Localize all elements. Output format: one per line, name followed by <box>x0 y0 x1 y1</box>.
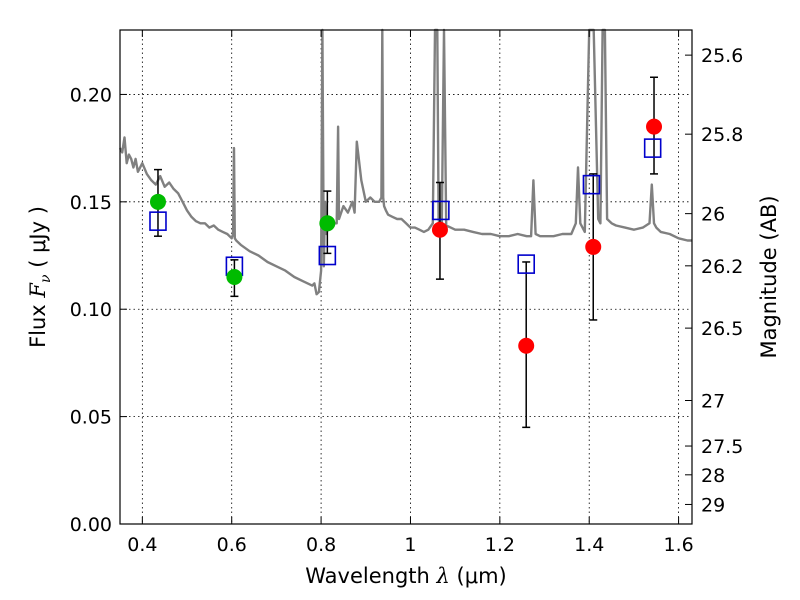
y2-tick-label: 26 <box>701 204 725 226</box>
data-points-layer <box>149 118 663 354</box>
red-data-point <box>518 337 535 354</box>
axis-tick-labels: 0.4 0.6 0.8 1 1.2 1.4 1.6 0.00 0.05 0.10 0.15 0.20 2… <box>70 45 744 556</box>
green-data-point <box>149 193 166 210</box>
x-tick-label: 0.8 <box>306 534 336 556</box>
y-tick-label: 0.00 <box>70 514 112 536</box>
y-axis-title: Flux Fν ( μJy ) <box>26 206 54 348</box>
red-data-point <box>431 221 448 238</box>
model-photometry-square <box>582 174 601 195</box>
y2-tick-label: 26.2 <box>701 256 743 278</box>
y-tick-label: 0.20 <box>70 84 112 106</box>
y2-tick-label: 28 <box>701 465 725 487</box>
x-tick-label: 1.6 <box>663 534 693 556</box>
red-data-point <box>585 238 602 255</box>
y-tick-label: 0.15 <box>70 192 112 214</box>
model-photometry-square <box>149 211 167 231</box>
x-tick-label: 1.2 <box>485 534 515 556</box>
y-tick-label: 0.10 <box>70 299 112 321</box>
model-photometry-square <box>432 200 450 221</box>
y2-tick-label: 25.6 <box>701 45 743 67</box>
x-tick-label: 0.4 <box>127 534 157 556</box>
plot-frame <box>119 29 693 525</box>
y2-tick-label: 26.5 <box>701 318 743 340</box>
x-tick-label: 1 <box>404 534 416 556</box>
y2-tick-label: 27.5 <box>701 436 743 458</box>
y2-tick-label: 29 <box>701 494 725 516</box>
axis-ticks <box>120 30 692 525</box>
model-spectrum-line <box>118 28 692 296</box>
red-data-point <box>646 118 663 135</box>
green-data-point <box>319 215 336 232</box>
model-spectrum-layer <box>118 28 692 296</box>
model-photometry-square <box>318 245 337 266</box>
y2-tick-label: 27 <box>701 391 725 413</box>
error-bar-layer <box>153 76 659 429</box>
x-tick-label: 1.4 <box>574 534 604 556</box>
y-tick-label: 0.05 <box>70 407 112 429</box>
x-tick-label: 0.6 <box>217 534 247 556</box>
model-photometry-square <box>643 138 662 158</box>
model-photometry-square <box>517 254 536 274</box>
x-axis-title: Wavelength λ (μm) <box>305 564 506 588</box>
y2-tick-label: 25.8 <box>701 124 743 146</box>
y2-axis-title: Magnitude (AB) <box>757 195 781 358</box>
green-data-point <box>226 269 243 285</box>
